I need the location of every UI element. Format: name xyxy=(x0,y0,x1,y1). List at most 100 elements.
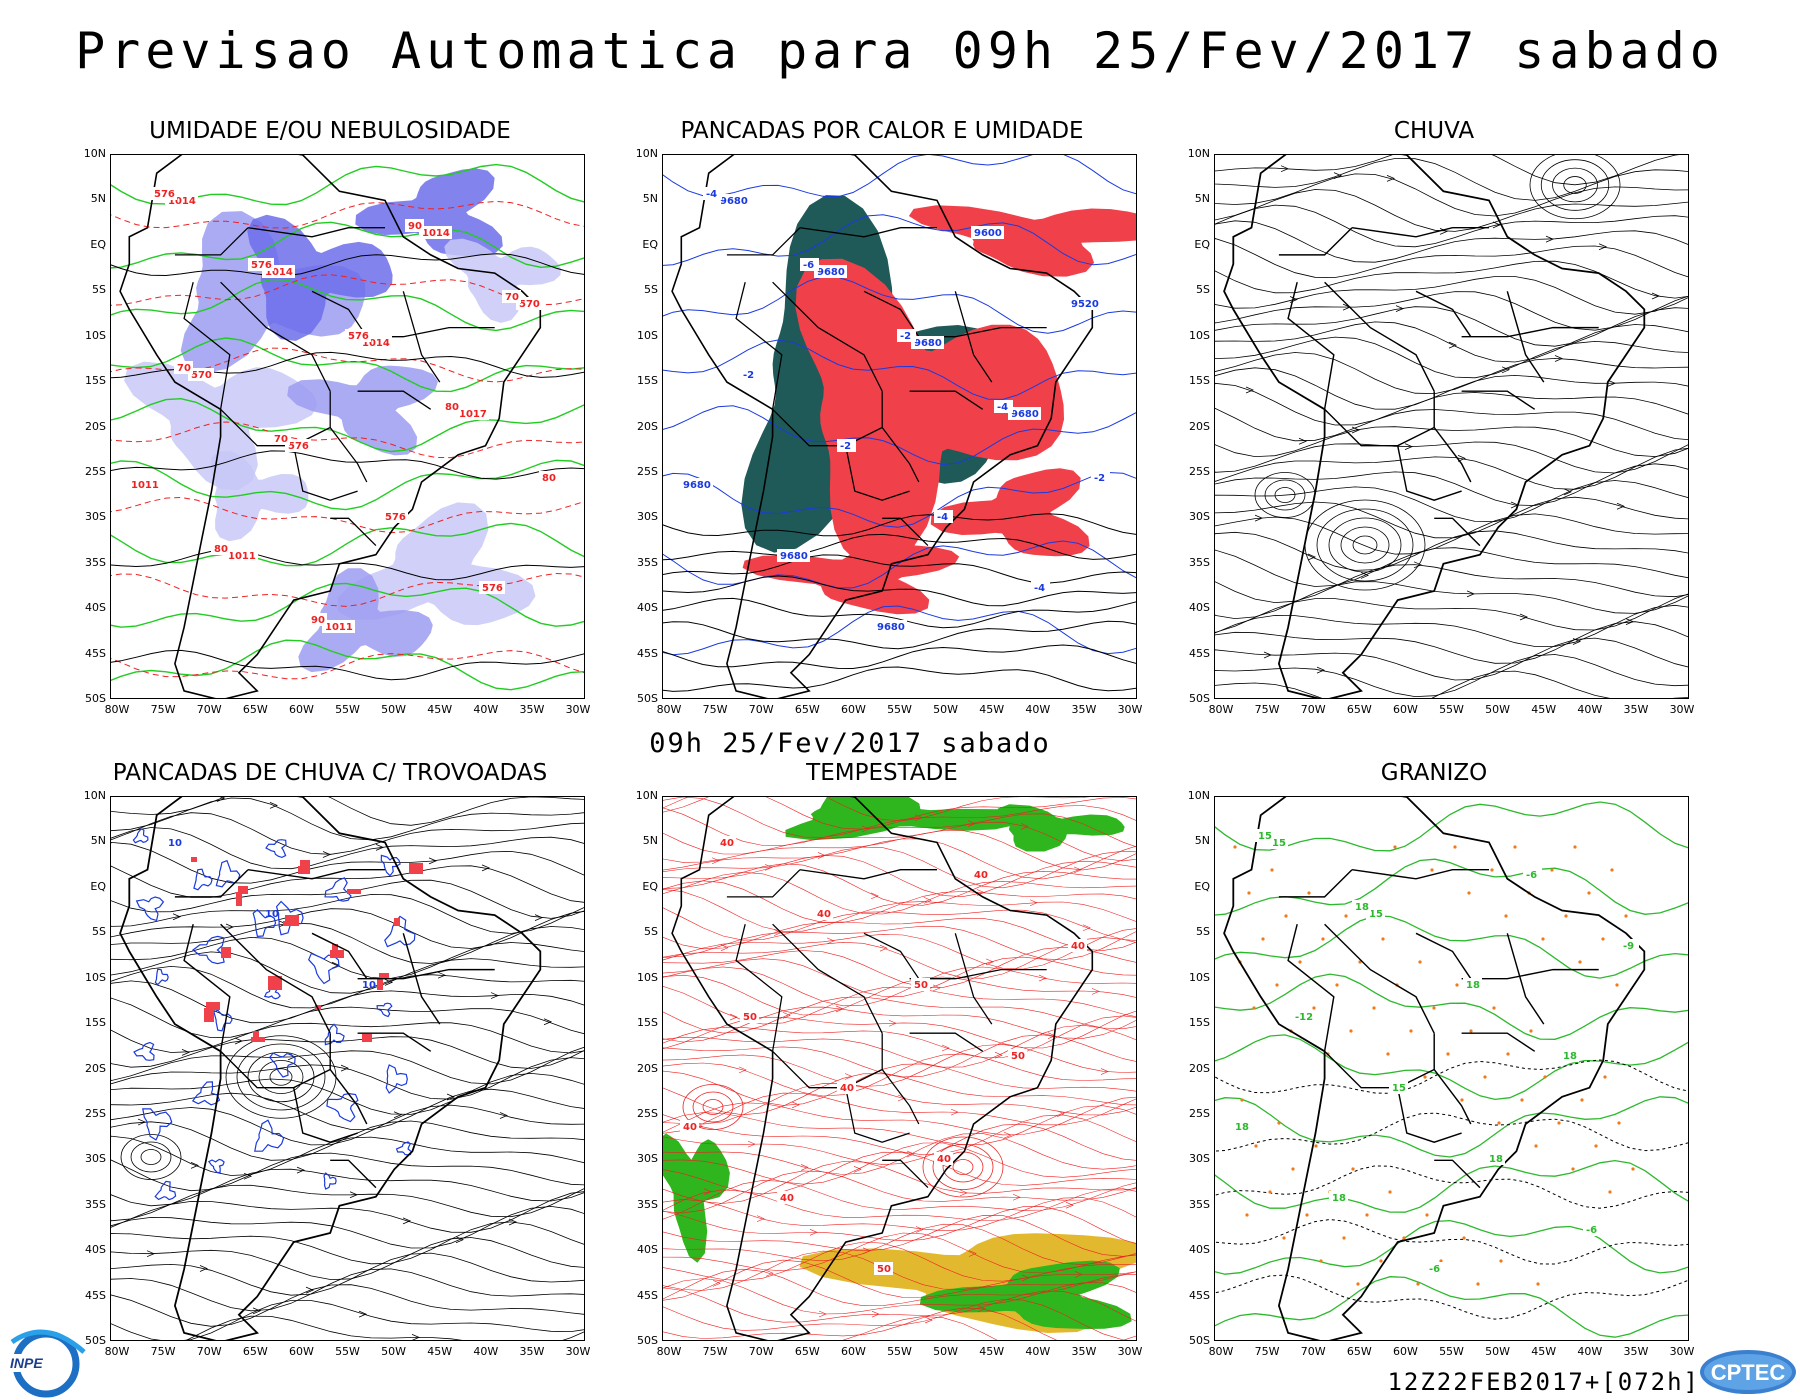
longitude-tick-label: 75W xyxy=(1254,1345,1280,1358)
latitude-tick-label: 45S xyxy=(1189,1288,1210,1302)
latitude-tick-label: 45S xyxy=(1189,646,1210,660)
longitude-tick-label: 75W xyxy=(702,1345,728,1358)
country-border xyxy=(1324,1050,1435,1089)
map-canvas: 9680 9680 9680 9680 9680 9680 9680 9600 9520 -2 -2… xyxy=(663,155,1136,698)
latitude-tick-label: 15S xyxy=(85,1016,106,1030)
longitude-tick-label: 75W xyxy=(150,1345,176,1358)
latitude-tick-label: 5N xyxy=(90,834,106,848)
contour-label: 1011 xyxy=(131,480,159,491)
country-border xyxy=(357,390,432,410)
contour-label: 1014 xyxy=(422,228,450,239)
longitude-tick-label: 75W xyxy=(1254,703,1280,716)
instability-red-area xyxy=(930,468,1090,557)
country-border xyxy=(1461,968,1599,980)
contour-label: 40 xyxy=(817,909,831,920)
streamlines xyxy=(1215,155,1688,698)
latitude-tick-label: 35S xyxy=(637,555,658,569)
country-border xyxy=(220,408,331,447)
longitude-tick-label: 60W xyxy=(840,1345,866,1358)
map-canvas: 10 10 10 xyxy=(111,797,584,1340)
contour-label: 70 xyxy=(505,292,519,303)
contour-label: 50 xyxy=(1011,1051,1025,1062)
country-border xyxy=(220,1050,331,1089)
latitude-tick-label: EQ xyxy=(1194,879,1210,893)
contour-label: 50 xyxy=(914,980,928,991)
latitude-tick-label: 40S xyxy=(1189,1243,1210,1257)
contour-label: -6 xyxy=(1526,870,1537,881)
contour-label: 90 xyxy=(408,221,422,232)
latitude-tick-label: 5N xyxy=(1194,834,1210,848)
longitude-tick-label: 60W xyxy=(840,703,866,716)
longitude-tick-label: 65W xyxy=(1346,1345,1372,1358)
country-border xyxy=(247,227,385,238)
longitude-tick-label: 75W xyxy=(150,703,176,716)
longitude-tick-label: 45W xyxy=(427,703,453,716)
country-border xyxy=(1415,932,1472,980)
latitude-tick-label: 10N xyxy=(635,147,658,160)
longitude-tick-label: 80W xyxy=(656,1345,682,1358)
longitude-tick-label: 80W xyxy=(104,703,130,716)
country-border xyxy=(1461,1032,1536,1052)
contour-label: 9520 xyxy=(1071,299,1099,310)
longitude-tick-label: 50W xyxy=(1485,1345,1511,1358)
streamlines xyxy=(663,797,1136,1340)
latitude-tick-label: 10N xyxy=(83,147,106,160)
contour-label: -2 xyxy=(840,441,851,452)
latitude-tick-label: 10N xyxy=(1187,147,1210,160)
latitude-tick-label: 35S xyxy=(1189,555,1210,569)
latitude-tick-label: 50S xyxy=(1189,692,1210,705)
latitude-tick-label: EQ xyxy=(90,879,106,893)
latitude-tick-label: EQ xyxy=(642,237,658,251)
contour-labels: 1014 1014 1014 1017 1011 1011 1011 1014 570 570 57… xyxy=(128,187,558,633)
humidity-blob xyxy=(287,365,438,456)
latitude-tick-label: 35S xyxy=(85,555,106,569)
map-panel: PANCADAS POR CALOR E UMIDADE 9680 9680 9680… xyxy=(612,118,1152,718)
contour-label: 18 xyxy=(1355,902,1369,913)
latitude-tick-label: 45S xyxy=(637,646,658,660)
longitude-tick-label: 60W xyxy=(1392,1345,1418,1358)
latitude-tick-label: 15S xyxy=(1189,1016,1210,1030)
contour-label: 1011 xyxy=(228,551,256,562)
temperature-500-contours xyxy=(1215,1059,1688,1320)
country-border xyxy=(329,1033,368,1125)
country-border xyxy=(1415,290,1472,338)
contour-label: 570 xyxy=(191,370,212,381)
map-frame: 151518181818-6-6-9-121518-61518[TTS>52_V… xyxy=(1214,796,1689,1341)
country-border xyxy=(247,868,385,880)
longitude-tick-label: 45W xyxy=(979,1345,1005,1358)
contour-label: 1011 xyxy=(325,622,353,633)
longitude-tick-label: 40W xyxy=(1577,1345,1603,1358)
panel-title: UMIDADE E/OU NEBULOSIDADE xyxy=(149,118,511,144)
latitude-tick-label: 30S xyxy=(1189,1152,1210,1166)
map-frame: 101010[K>30_TTS>45+LIF<-2_OMEGA(-0.05)_U… xyxy=(110,796,585,1341)
contour-label: 570 xyxy=(519,299,540,310)
panel-title: TEMPESTADE xyxy=(806,760,958,786)
longitude-tick-label: 30W xyxy=(565,1345,591,1358)
contour-label: 40 xyxy=(937,1154,951,1165)
longitude-tick-label: 55W xyxy=(887,1345,912,1358)
latitude-tick-label: EQ xyxy=(90,237,106,251)
country-border xyxy=(909,1032,984,1052)
inpe-logo-text: INPE xyxy=(10,1355,43,1371)
longitude-tick-label: 30W xyxy=(1669,703,1695,716)
longitude-tick-label: 50W xyxy=(381,1345,407,1358)
contour-label: 80 xyxy=(445,402,459,413)
latitude-tick-label: 25S xyxy=(637,464,658,478)
contour-label: 576 xyxy=(251,260,272,271)
latitude-tick-label: 10N xyxy=(83,789,106,802)
contour-label: -4 xyxy=(1034,583,1045,594)
panel-title: CHUVA xyxy=(1393,118,1475,144)
latitude-tick-label: 45S xyxy=(85,646,106,660)
longitude-tick-label: 80W xyxy=(656,703,682,716)
latitude-tick-label: 20S xyxy=(1189,1061,1210,1075)
contour-label: 40 xyxy=(720,838,734,849)
run-label: 12Z22FEB2017+[072h] xyxy=(1387,1368,1700,1396)
map-panel: PANCADAS DE CHUVA C/ TROVOADAS101010[K>3… xyxy=(60,760,600,1360)
longitude-tick-label: 65W xyxy=(1346,703,1372,716)
country-border xyxy=(799,227,937,238)
longitude-tick-label: 35W xyxy=(519,703,545,716)
latitude-tick-label: 50S xyxy=(1189,1334,1210,1347)
contour-label: 18 xyxy=(1489,1154,1503,1165)
contour-label: 40 xyxy=(683,1122,697,1133)
